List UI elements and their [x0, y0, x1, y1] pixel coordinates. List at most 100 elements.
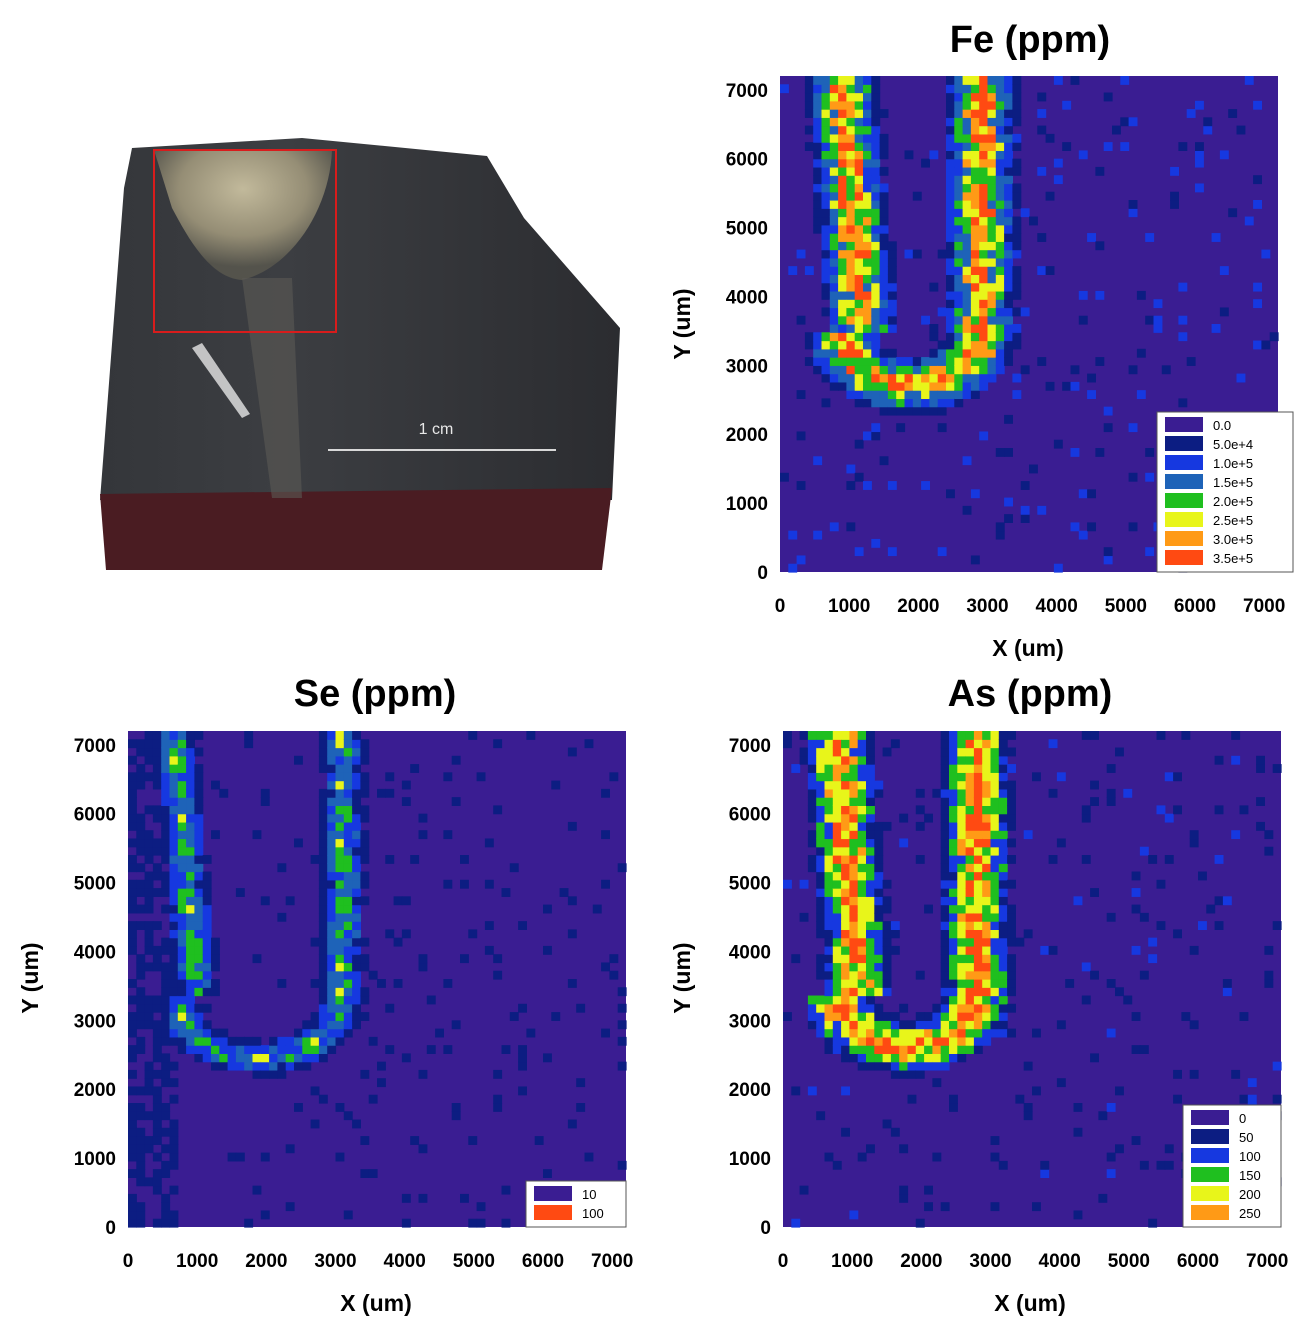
fe-heat-cell	[871, 340, 881, 350]
as-heat-cell	[1048, 788, 1058, 798]
se-heat-cell	[144, 1086, 154, 1096]
se-heat-cell	[194, 912, 204, 922]
se-heat-cell	[484, 838, 494, 848]
as-heat-cell	[957, 855, 967, 864]
as-heat-cell	[1164, 855, 1174, 864]
fe-heat-cell	[995, 290, 1005, 300]
se-heat-cell	[327, 954, 337, 964]
fe-heat-cell	[1062, 381, 1072, 391]
se-heat-cell	[194, 788, 204, 798]
fe-heat-cell	[954, 373, 964, 383]
se-heat-cell	[501, 1045, 511, 1054]
se-heat-cell	[128, 921, 137, 930]
se-heat-cell	[194, 962, 204, 972]
se-heat-cell	[177, 772, 187, 782]
fe-heat-cell	[863, 249, 872, 259]
as-heat-cell	[791, 954, 801, 964]
se-heat-cell	[169, 1160, 179, 1170]
se-heat-cell	[327, 945, 337, 955]
se-heat-cell	[177, 780, 187, 790]
se-heat-cell	[169, 987, 179, 997]
fe-heat-cell	[1078, 150, 1088, 160]
as-heat-cell	[957, 788, 967, 798]
se-heat-cell	[327, 830, 337, 840]
se-heat-cell	[136, 962, 146, 972]
se-heat-cell	[186, 937, 195, 947]
fe-legend-label: 1.5e+5	[1213, 475, 1253, 490]
fe-heat-cell	[804, 142, 814, 151]
fe-heat-cell	[937, 390, 947, 399]
se-heat-cell	[202, 871, 212, 881]
as-heat-cell	[940, 871, 950, 881]
fe-heat-cell	[987, 100, 997, 110]
fe-heat-cell	[1012, 307, 1022, 317]
as-heat-cell	[841, 904, 850, 914]
as-x-ticks: 0 1000 2000 3000 4000 5000 6000 7000	[778, 1251, 1289, 1272]
as-heat-cell	[982, 962, 992, 972]
se-heat-cell	[335, 1003, 345, 1013]
as-heat-cell	[973, 780, 983, 790]
fe-heat-cell	[829, 257, 839, 267]
as-heat-cell	[866, 888, 875, 897]
se-heat-cell	[285, 896, 295, 906]
fe-heat-cell	[962, 150, 972, 160]
se-heat-cell	[244, 1045, 254, 1054]
se-heat-cell	[128, 1193, 137, 1203]
as-heat-cell	[890, 739, 900, 749]
se-heat-cell	[186, 1012, 195, 1021]
fe-y-tick-label: 7000	[726, 81, 768, 102]
fe-heat-cell	[804, 100, 814, 110]
se-heat-cell	[194, 863, 204, 873]
se-heat-cell	[401, 1193, 411, 1203]
se-heat-cell	[385, 1003, 395, 1013]
as-chart-title: As (ppm)	[948, 673, 1113, 715]
as-heat-cell	[1081, 805, 1091, 815]
as-heat-cell	[1256, 764, 1265, 773]
as-heat-cell	[982, 954, 992, 964]
se-y-tick-label: 5000	[74, 874, 116, 895]
as-heat-cell	[816, 805, 826, 815]
se-heat-cell	[460, 879, 469, 889]
as-heat-cell	[949, 1094, 958, 1104]
as-heat-cell	[866, 805, 875, 815]
fe-heat-cell	[838, 249, 847, 259]
fe-heat-cell	[821, 340, 831, 350]
fe-heat-cell	[1004, 125, 1013, 135]
roi-rectangle	[153, 149, 337, 333]
as-heat-cell	[924, 1036, 933, 1046]
se-heat-cell	[567, 747, 577, 757]
fe-heat-cell	[863, 92, 872, 102]
as-legend-label: 200	[1239, 1187, 1261, 1202]
fe-heat-cell	[954, 183, 964, 193]
se-heat-cell	[410, 764, 420, 773]
as-heat-cell	[832, 970, 842, 980]
fe-x-tick-label: 6000	[1174, 596, 1216, 617]
se-heat-cell	[401, 1218, 411, 1228]
as-heat-cell	[857, 747, 867, 757]
as-heat-cell	[849, 731, 859, 740]
as-heat-cell	[932, 1045, 942, 1054]
fe-heat-cell	[970, 357, 980, 366]
as-heat-cell	[949, 904, 958, 914]
as-heat-cell	[957, 1053, 967, 1063]
as-heat-cell	[1173, 805, 1182, 815]
as-heat-cell	[915, 855, 925, 864]
fe-heat-cell	[1087, 373, 1096, 383]
fe-heat-cell	[879, 315, 889, 325]
fe-heat-cell	[970, 233, 980, 242]
fe-heat-cell	[946, 133, 955, 143]
fe-heat-cell	[863, 315, 872, 325]
fe-heat-cell	[829, 92, 839, 102]
fe-heat-cell	[838, 216, 847, 226]
fe-heat-cell	[846, 290, 856, 300]
fe-heat-cell	[838, 208, 847, 218]
fe-heat-cell	[946, 299, 955, 309]
se-heat-cell	[152, 747, 162, 757]
se-heat-cell	[343, 912, 353, 922]
se-heat-cell	[161, 739, 171, 749]
as-heat-cell	[982, 912, 992, 922]
se-heat-cell	[327, 912, 337, 922]
fe-heat-cell	[887, 390, 897, 399]
as-heat-cell	[982, 1020, 992, 1030]
se-heat-cell	[169, 813, 179, 823]
